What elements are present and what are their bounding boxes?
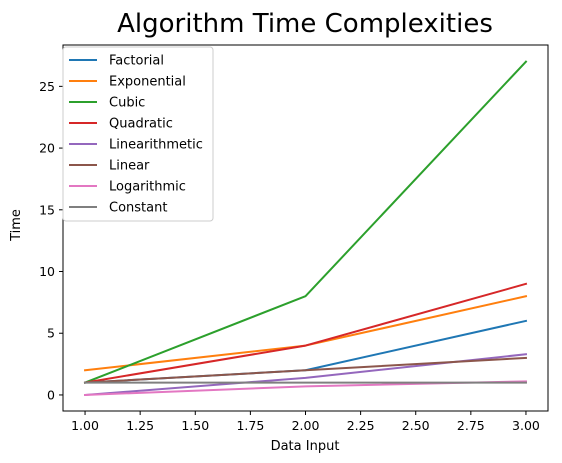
y-tick-label: 20 (39, 141, 55, 156)
x-tick-label: 1.75 (236, 418, 264, 433)
series-layer (83, 60, 528, 397)
legend-label: Constant (109, 201, 167, 216)
x-tick-label: 2.50 (402, 418, 430, 433)
legend-label: Logarithmic (109, 180, 186, 195)
x-tick-label: 1.50 (181, 418, 209, 433)
chart-title: Algorithm Time Complexities (117, 9, 493, 39)
legend: Factorial Exponential Cubic Quadratic Linear… (62, 46, 214, 222)
y-tick-label: 5 (47, 326, 55, 341)
x-axis: 1.00 1.25 1.50 1.75 2.00 2.25 2.50 2.75 3.00 (71, 411, 540, 433)
legend-label: Quadratic (109, 117, 173, 132)
y-axis-label: Time (9, 209, 24, 242)
x-tick-label: 2.00 (292, 418, 320, 433)
legend-label: Cubic (109, 96, 145, 111)
legend-label: Linear (109, 159, 150, 174)
series-line-linearithmetic (83, 353, 528, 397)
legend-label: Factorial (109, 54, 164, 69)
y-tick-label: 15 (39, 202, 55, 217)
x-tick-label: 2.25 (347, 418, 375, 433)
x-axis-label: Data Input (271, 439, 340, 454)
x-tick-label: 1.00 (71, 418, 99, 433)
series-line-linear (83, 356, 528, 384)
x-tick-label: 1.25 (126, 418, 154, 433)
x-tick-label: 3.00 (512, 418, 540, 433)
series-line-factorial (83, 319, 528, 384)
y-tick-label: 0 (47, 387, 55, 402)
y-tick-label: 10 (39, 264, 55, 279)
legend-label: Linearithmetic (109, 138, 203, 153)
y-axis: 0 5 10 15 20 25 (39, 79, 63, 402)
series-line-cubic (83, 60, 528, 384)
x-tick-label: 2.75 (457, 418, 485, 433)
y-tick-label: 25 (39, 79, 55, 94)
series-line-exponential (83, 295, 528, 372)
series-line-quadratic (83, 282, 528, 384)
legend-label: Exponential (109, 75, 186, 90)
legend-box (62, 46, 214, 222)
